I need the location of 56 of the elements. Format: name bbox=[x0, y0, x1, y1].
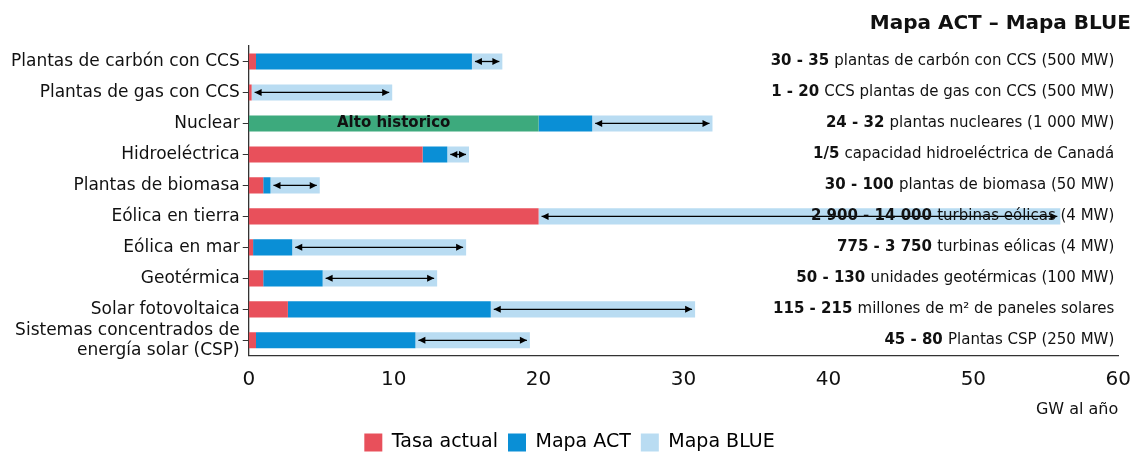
y-tick-label: Eólica en mar bbox=[123, 235, 240, 256]
bar bbox=[248, 146, 423, 163]
bar bbox=[538, 115, 593, 132]
bar bbox=[263, 270, 323, 287]
annotation: 50 - 130 unidades geotérmicas (100 MW) bbox=[796, 268, 1115, 289]
legend-label: Tasa actual bbox=[390, 429, 499, 452]
bar bbox=[248, 208, 539, 225]
bar bbox=[248, 53, 256, 70]
y-tick-label: Solar fotovoltaica bbox=[90, 297, 240, 318]
bar bbox=[287, 301, 491, 318]
bar bbox=[490, 301, 696, 318]
x-tick-label: 10 bbox=[380, 366, 407, 390]
y-tick-label: Sistemas concentrados de energía solar (CSP) bbox=[15, 318, 240, 359]
bar bbox=[322, 270, 438, 287]
legend-label: Mapa BLUE bbox=[668, 429, 775, 452]
bar bbox=[270, 177, 320, 194]
x-tick-label: 20 bbox=[525, 366, 552, 390]
x-tick-label: 0 bbox=[242, 366, 256, 390]
annotation: 1 - 20 CCS plantas de gas con CCS (500 MW) bbox=[771, 82, 1115, 103]
x-tick-label: 30 bbox=[670, 366, 697, 390]
legend-label: Mapa ACT bbox=[535, 429, 632, 452]
bar bbox=[248, 301, 288, 318]
annotation: 775 - 3 750 turbinas eólicas (4 MW) bbox=[837, 237, 1115, 258]
x-axis-title: GW al año bbox=[1035, 398, 1119, 418]
annotation: Alto historico bbox=[336, 113, 451, 132]
annotation: 30 - 35 plantas de carbón con CCS (500 MW) bbox=[770, 51, 1115, 72]
chart-title: Mapa ACT – Mapa BLUE bbox=[869, 10, 1131, 35]
x-tick-label: 50 bbox=[960, 366, 987, 390]
annotation: 1/5 capacidad hidroeléctrica de Canadá bbox=[813, 144, 1115, 165]
annotation: 45 - 80 Plantas CSP (250 MW) bbox=[884, 330, 1115, 351]
y-tick-label: Plantas de gas con CCS bbox=[39, 80, 240, 101]
bar bbox=[248, 270, 264, 287]
bar bbox=[263, 177, 271, 194]
bar bbox=[255, 332, 416, 349]
y-tick-label: Nuclear bbox=[174, 111, 240, 132]
y-tick-label: Geotérmica bbox=[140, 266, 240, 287]
annotation: 30 - 100 plantas de biomasa (50 MW) bbox=[824, 175, 1115, 196]
bar bbox=[248, 84, 252, 101]
bar bbox=[255, 53, 472, 70]
bar bbox=[592, 115, 713, 132]
bar bbox=[415, 332, 530, 349]
bar bbox=[248, 239, 254, 256]
bar bbox=[422, 146, 448, 163]
bar bbox=[248, 177, 264, 194]
annotation: 24 - 32 plantas nucleares (1 000 MW) bbox=[825, 113, 1115, 134]
annotation: 115 - 215 millones de m² de paneles solares bbox=[773, 299, 1115, 320]
y-tick-label: Hidroeléctrica bbox=[121, 142, 240, 163]
bar bbox=[248, 332, 256, 349]
bar bbox=[292, 239, 467, 256]
x-tick-label: 60 bbox=[1105, 366, 1131, 390]
y-tick-label: Plantas de carbón con CCS bbox=[10, 49, 240, 70]
bar bbox=[251, 84, 393, 101]
x-tick-label: 40 bbox=[815, 366, 842, 390]
y-tick-label: Plantas de biomasa bbox=[73, 173, 240, 194]
y-tick-label: Eólica en tierra bbox=[111, 204, 240, 225]
bar bbox=[253, 239, 293, 256]
